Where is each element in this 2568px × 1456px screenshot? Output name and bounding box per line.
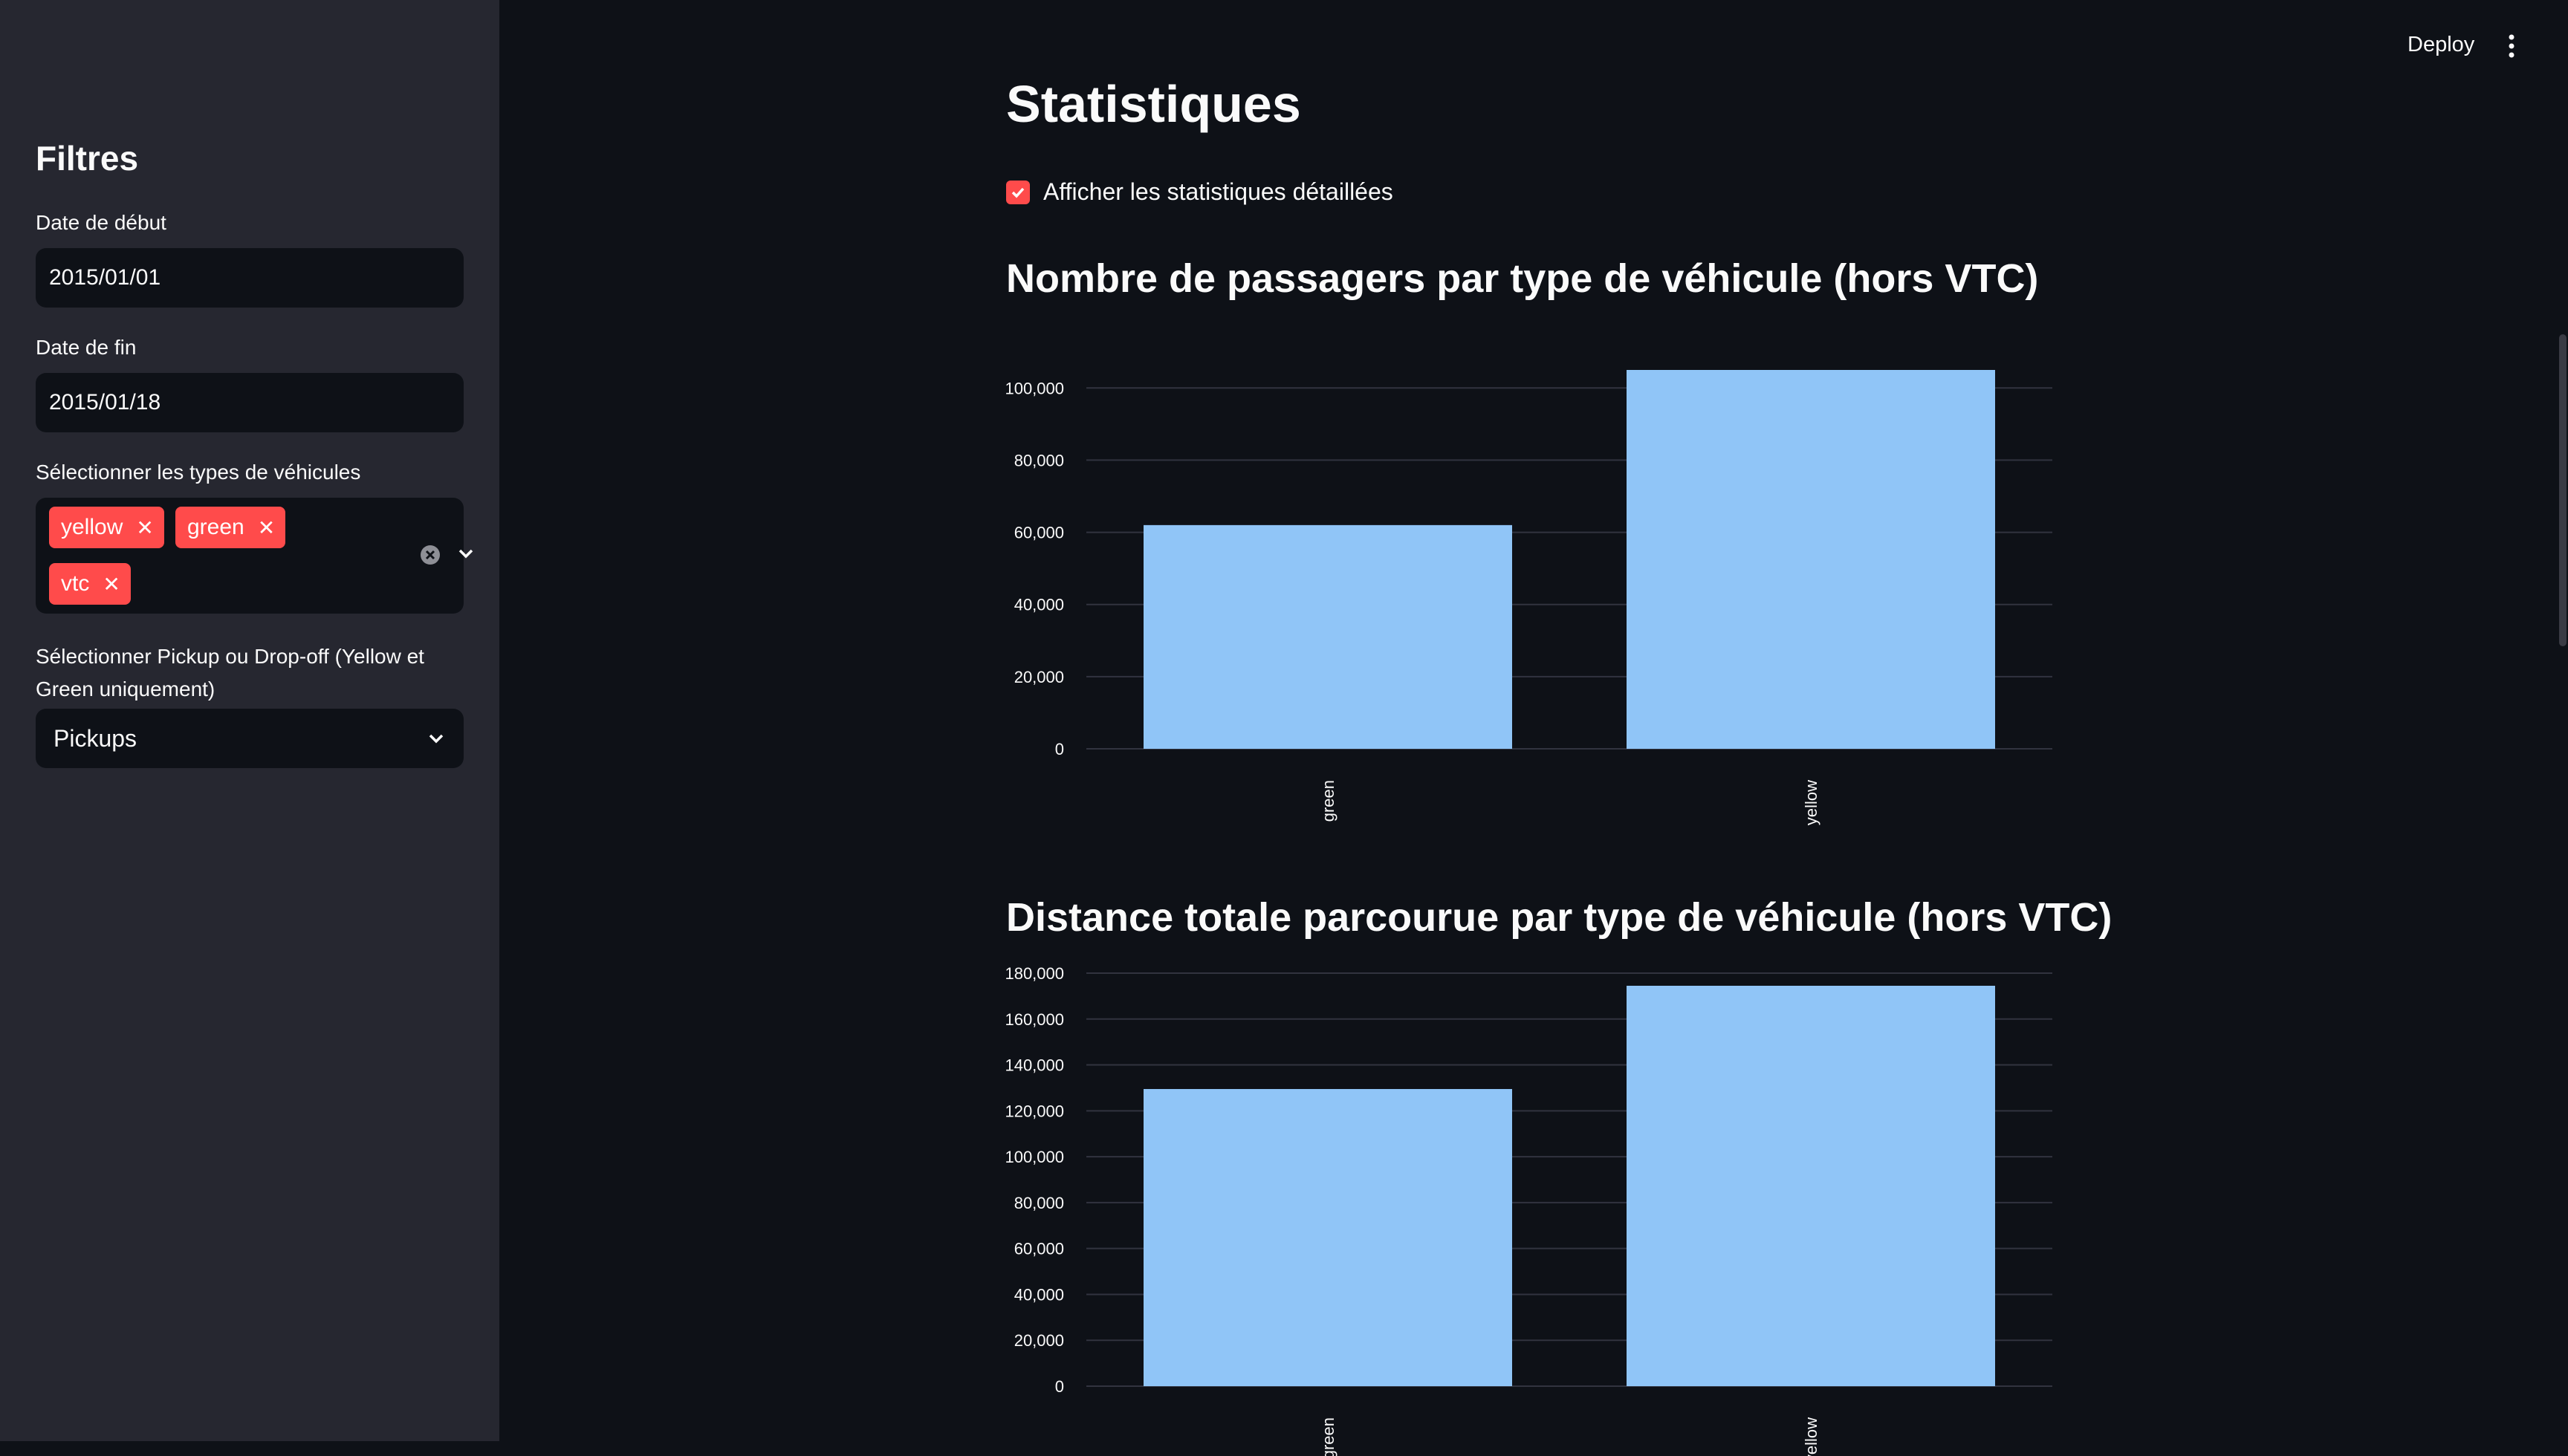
y-tick-label: 80,000 (1014, 1194, 1064, 1212)
end-date-value: 2015/01/18 (49, 390, 161, 415)
end-date-input[interactable]: 2015/01/18 (36, 373, 464, 432)
passengers-bar-chart: 0 20,000 40,000 60,000 80,000 100,000 green yel… (1005, 370, 2052, 825)
y-tick-label: 100,000 (1005, 379, 1064, 397)
tag-green[interactable]: green ✕ (175, 507, 286, 548)
sidebar-title: Filtres (36, 139, 139, 178)
clear-all-icon[interactable] (419, 544, 441, 566)
bar-yellow (1627, 985, 1995, 1386)
bar-yellow (1627, 370, 1995, 749)
vehicle-types-multiselect[interactable]: yellow ✕ green ✕ vtc ✕ (36, 498, 473, 614)
y-tick-label: 60,000 (1014, 524, 1064, 542)
start-date-label: Date de début (36, 211, 166, 234)
more-menu-icon[interactable] (2506, 33, 2517, 59)
chevron-down-icon (429, 734, 444, 744)
bar-green (1144, 1088, 1512, 1386)
detailed-stats-label: Afficher les statistiques détaillées (1043, 178, 1393, 205)
start-date-input[interactable]: 2015/01/01 (36, 248, 464, 308)
distance-bar-chart: 0 20,000 40,000 60,000 80,000 100,000 120,000 1… (1005, 964, 2052, 1456)
y-tick-label: 80,000 (1014, 451, 1064, 469)
y-tick-label: 180,000 (1005, 964, 1064, 983)
detailed-stats-checkbox[interactable]: Afficher les statistiques détaillées (1006, 178, 1393, 206)
y-tick-label: 140,000 (1005, 1056, 1064, 1075)
pickup-dropoff-label: Sélectionner Pickup ou Drop-off (Yellow … (36, 645, 424, 701)
chevron-down-icon[interactable] (456, 544, 476, 563)
x-tick-label: green (1319, 780, 1338, 822)
tag-label: green (187, 515, 244, 539)
scrollbar[interactable] (2559, 334, 2567, 646)
tag-yellow[interactable]: yellow ✕ (49, 507, 164, 548)
x-tick-label: green (1319, 1417, 1338, 1456)
vehicle-types-label: Sélectionner les types de véhicules (36, 461, 361, 484)
chart1-title: Nombre de passagers par type de véhicule… (1006, 256, 2039, 301)
sidebar: Filtres Date de début 2015/01/01 Date de… (0, 0, 499, 1441)
page-title: Statistiques (1006, 75, 1301, 133)
chart2-title: Distance totale parcourue par type de vé… (1006, 895, 2113, 940)
pickup-dropoff-select[interactable]: Pickups (36, 709, 464, 768)
y-tick-label: 20,000 (1014, 668, 1064, 686)
y-tick-label: 0 (1055, 740, 1064, 758)
remove-tag-icon[interactable]: ✕ (136, 516, 154, 539)
checkbox-checked-icon[interactable] (1006, 180, 1030, 204)
y-tick-label: 160,000 (1005, 1010, 1064, 1029)
x-tick-label: yellow (1802, 780, 1820, 825)
y-tick-label: 60,000 (1014, 1240, 1064, 1258)
y-tick-label: 100,000 (1005, 1148, 1064, 1166)
y-tick-label: 40,000 (1014, 1285, 1064, 1304)
remove-tag-icon[interactable]: ✕ (103, 572, 120, 596)
tag-label: yellow (61, 515, 123, 539)
y-tick-label: 0 (1055, 1377, 1064, 1396)
y-tick-label: 20,000 (1014, 1331, 1064, 1350)
y-tick-label: 120,000 (1005, 1102, 1064, 1120)
end-date-label: Date de fin (36, 336, 137, 359)
tag-label: vtc (61, 571, 90, 596)
pickup-dropoff-value: Pickups (54, 724, 137, 752)
bar-green (1144, 524, 1512, 749)
tag-vtc[interactable]: vtc ✕ (49, 563, 131, 605)
remove-tag-icon[interactable]: ✕ (257, 516, 276, 539)
y-tick-label: 40,000 (1014, 596, 1064, 614)
x-tick-label: yellow (1802, 1417, 1820, 1456)
deploy-button[interactable]: Deploy (2408, 33, 2475, 56)
start-date-value: 2015/01/01 (49, 265, 161, 290)
